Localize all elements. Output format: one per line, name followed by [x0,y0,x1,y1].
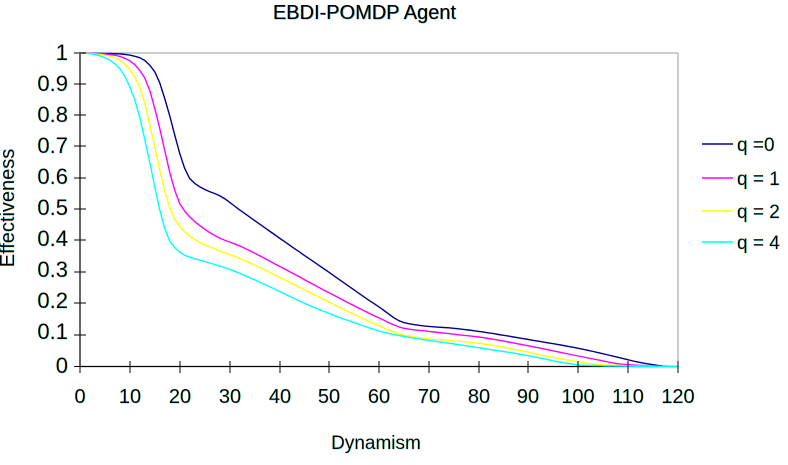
svg-text:0.4: 0.4 [37,226,68,251]
svg-text:0.9: 0.9 [37,71,68,96]
svg-text:1: 1 [56,40,68,65]
svg-text:q = 1: q = 1 [737,169,780,190]
svg-text:40: 40 [269,386,291,408]
svg-text:0.8: 0.8 [37,102,68,127]
svg-text:q =0: q =0 [737,135,775,156]
svg-text:0.1: 0.1 [37,319,68,344]
svg-text:120: 120 [661,386,694,408]
svg-text:0: 0 [56,353,68,378]
svg-text:90: 90 [517,386,539,408]
svg-text:30: 30 [219,386,241,408]
svg-text:70: 70 [418,386,440,408]
svg-text:Effectiveness: Effectiveness [0,149,19,268]
svg-text:100: 100 [561,386,594,408]
svg-text:60: 60 [368,386,390,408]
svg-text:20: 20 [169,386,191,408]
svg-text:110: 110 [612,386,644,408]
svg-text:10: 10 [119,386,141,408]
svg-text:q = 2: q = 2 [737,202,780,223]
svg-text:Dynamism: Dynamism [331,433,421,454]
svg-text:0.3: 0.3 [37,257,68,282]
svg-text:0: 0 [74,386,85,408]
svg-text:80: 80 [468,386,490,408]
svg-text:0.5: 0.5 [37,195,68,220]
svg-text:q = 4: q = 4 [737,233,780,254]
svg-text:0.7: 0.7 [37,133,68,158]
svg-text:0.2: 0.2 [37,288,68,313]
svg-text:50: 50 [318,386,340,408]
svg-text:0.6: 0.6 [37,164,68,189]
